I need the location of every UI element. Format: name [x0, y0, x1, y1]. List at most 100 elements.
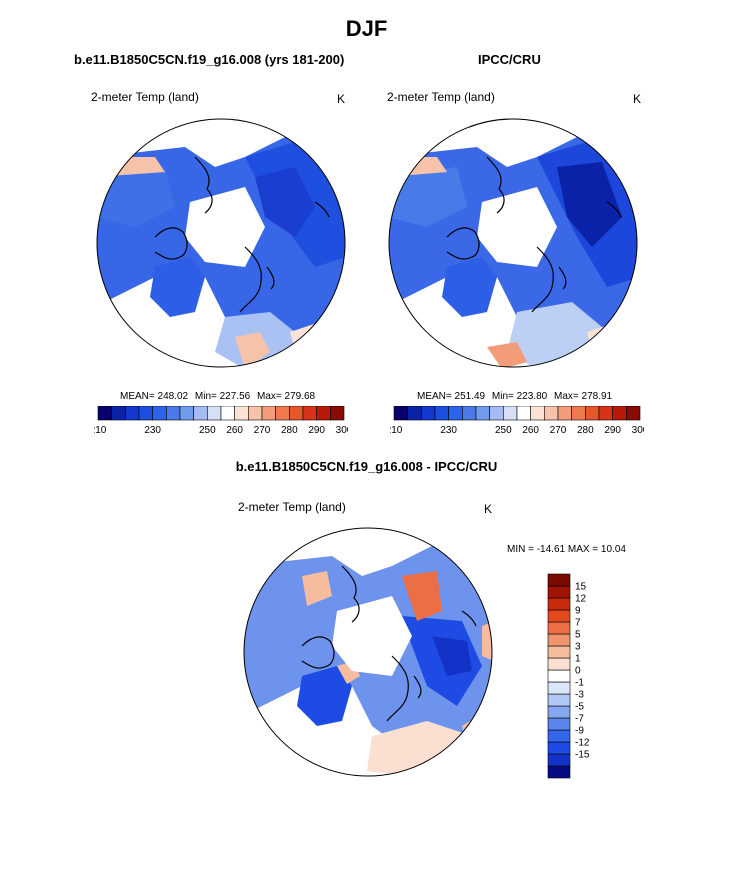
panel2-colorbar: 210 230 250 260 270 280 290 300: [390, 406, 644, 436]
panel2-title: IPCC/CRU: [478, 52, 541, 67]
panel1-colorbar-swatch: [220, 406, 235, 421]
coastline: [446, 227, 480, 260]
panel3-colorbar-swatch: [547, 717, 571, 731]
panel3-colorbar-tick-label: -7: [575, 714, 584, 725]
panel1-colorbar-swatch: [302, 406, 317, 421]
land-europe-warm: [487, 342, 527, 367]
panel2-colorbar-swatch: [393, 406, 408, 421]
panel1-colorbar-tick-label: 250: [199, 425, 216, 436]
panel1-colorbar-tick-label: 260: [226, 425, 243, 436]
panel1-mean-value: 248.02: [157, 391, 189, 402]
panel2-colorbar-swatch: [571, 406, 586, 421]
panel3-colorbar-tick-label: 3: [575, 642, 581, 653]
panel1-units-label: K: [337, 92, 346, 106]
coastline: [154, 227, 188, 260]
panel3-colorbar-swatch: [547, 693, 571, 707]
panel2-colorbar-tick-label: 280: [577, 425, 594, 436]
panel3-colorbar-tick-label: 1: [575, 654, 581, 665]
panel3-colorbar-swatch: [547, 573, 571, 587]
panel3-colorbar-swatch: [547, 621, 571, 635]
panel3-minmax-text: MIN = -14.61 MAX = 10.04: [507, 544, 626, 555]
panel3-colorbar-swatch: [547, 645, 571, 659]
panel3-colorbar-tick-label: 7: [575, 618, 581, 629]
panel3-colorbar-swatch: [547, 681, 571, 695]
panel1-colorbar-swatch: [152, 406, 167, 421]
panel3-colorbar-tick-label: -3: [575, 690, 584, 701]
panel3-colorbar-swatch: [547, 705, 571, 719]
land-greenland: [150, 257, 205, 317]
panel3-colorbar-tick-label: 12: [575, 594, 587, 605]
panel2-colorbar-swatch: [626, 406, 641, 421]
panel1-colorbar-swatch: [166, 406, 181, 421]
panel3-colorbar-tick-label: 9: [575, 606, 581, 617]
land-greenland: [297, 666, 352, 726]
panel2-min-label: Min=: [491, 391, 514, 402]
panel2-colorbar-swatch: [434, 406, 449, 421]
panel1-colorbar-swatch: [97, 406, 112, 421]
panel3-colorbar-swatch: [547, 669, 571, 683]
panel1-colorbar-swatch: [234, 406, 249, 421]
panel2-colorbar-tick-label: 270: [550, 425, 567, 436]
panel1-colorbar-tick-label: 210: [94, 425, 107, 436]
panel1-colorbar-swatch: [261, 406, 276, 421]
panel1-min-value: 227.56: [219, 391, 251, 402]
coastline: [606, 201, 622, 218]
panel1-colorbar-tick-label: 280: [281, 425, 298, 436]
panel3-variable-label: 2-meter Temp (land): [238, 500, 346, 514]
panel1-max-label: Max=: [257, 391, 282, 402]
panel2-colorbar-swatch: [557, 406, 572, 421]
land-greenland: [442, 257, 497, 317]
panel2-colorbar-tick-label: 290: [604, 425, 621, 436]
panel3-colorbar-tick-label: -5: [575, 702, 584, 713]
panel3-colorbar-tick-label: 15: [575, 582, 587, 593]
panel2-stats: MEAN= 251.49 Min= 223.80 Max= 278.91: [417, 391, 612, 402]
panel1-colorbar-swatch: [207, 406, 222, 421]
coastline: [266, 266, 275, 290]
panel1-colorbar: 210 230 250 260 270 280 290 300: [94, 406, 348, 436]
coastline: [194, 156, 213, 214]
panel1-stats: MEAN= 248.02 Min= 227.56 Max= 279.68: [120, 391, 315, 402]
panel3-colorbar-swatch: [547, 633, 571, 647]
coastline: [386, 655, 409, 722]
panel1-mean-label: MEAN=: [120, 391, 155, 402]
panel3-colorbar-swatch: [547, 741, 571, 755]
panel1-min-label: Min=: [194, 391, 217, 402]
panel2-max-label: Max=: [554, 391, 579, 402]
panel1-colorbar-swatch: [275, 406, 290, 421]
panel3-colorbar-tick-label: 5: [575, 630, 581, 641]
panel2-colorbar-swatch: [462, 406, 477, 421]
panel2-colorbar-swatch: [598, 406, 613, 421]
panel3-units-label: K: [484, 502, 493, 516]
coastline: [461, 610, 477, 627]
panel3-colorbar-tick-label: -9: [575, 726, 584, 737]
map-boundary: [243, 527, 493, 777]
panel1-colorbar-swatch: [289, 406, 304, 421]
coastline: [531, 246, 554, 313]
panel2-polar-map: [388, 118, 638, 368]
land-canada-arctic: [389, 167, 467, 227]
panel2-colorbar-swatch: [530, 406, 545, 421]
panel1-colorbar-tick-label: 290: [308, 425, 325, 436]
panel3-polar-map: [243, 527, 493, 777]
panel2-colorbar-tick-label: 250: [495, 425, 512, 436]
panel3-colorbar-tick-label: -12: [575, 738, 590, 749]
panel3-colorbar-swatch: [547, 609, 571, 623]
panel2-colorbar-swatch: [489, 406, 504, 421]
panel2-colorbar-tick-label: 230: [440, 425, 457, 436]
map-boundary: [388, 118, 638, 368]
panel3-colorbar-swatch: [547, 729, 571, 743]
panel3-colorbar-tick-label: -1: [575, 678, 584, 689]
panel2-colorbar-tick-label: 260: [522, 425, 539, 436]
land-diff-colder: [432, 636, 472, 676]
land-canada-arctic: [97, 167, 175, 227]
land-diff-warm: [402, 571, 442, 621]
panel1-colorbar-swatch: [330, 406, 345, 421]
coastline: [486, 156, 505, 214]
land-diff-warm-canada: [302, 571, 332, 606]
coastline: [558, 266, 567, 290]
panel2-colorbar-tick-label: 210: [390, 425, 403, 436]
land-cold-core: [255, 167, 315, 237]
coastline: [413, 675, 422, 699]
coastline: [341, 565, 360, 623]
